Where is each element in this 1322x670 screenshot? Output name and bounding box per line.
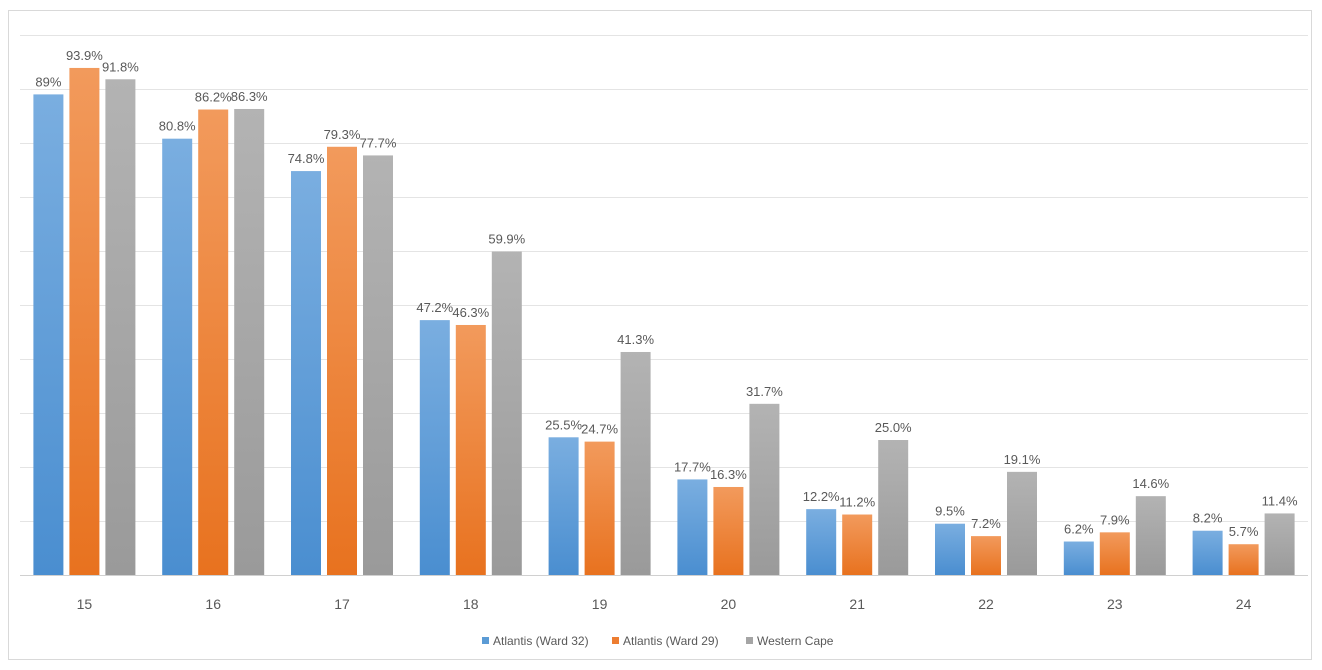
data-label: 24.7% [581, 422, 618, 437]
data-label: 89% [35, 74, 61, 89]
data-label: 41.3% [617, 332, 654, 347]
data-label: 46.3% [452, 305, 489, 320]
bar-22-series-2 [971, 536, 1001, 575]
bar-21-series-1 [806, 509, 837, 575]
data-label: 11.2% [839, 495, 875, 510]
x-tick-label: 16 [205, 596, 221, 612]
bar-17-series-3 [363, 155, 393, 576]
legend-swatch [612, 637, 619, 644]
x-tick-label: 20 [721, 596, 737, 612]
legend-label: Atlantis (Ward 32) [493, 634, 589, 648]
bar-16-series-2 [198, 109, 229, 576]
bar-18-series-2 [455, 324, 486, 575]
legend-swatch [746, 637, 753, 644]
bar-24-series-3 [1264, 513, 1295, 575]
bar-15-series-2 [69, 67, 100, 575]
x-tick-label: 23 [1107, 596, 1123, 612]
data-label: 93.9% [66, 48, 103, 63]
data-label: 79.3% [324, 127, 361, 142]
data-label: 6.2% [1064, 522, 1094, 537]
x-tick-label: 18 [463, 596, 479, 612]
data-label: 25.0% [875, 420, 912, 435]
data-label: 59.9% [488, 232, 525, 247]
bar-22-series-3 [1007, 471, 1037, 575]
data-label: 74.8% [288, 151, 325, 166]
bar-24-series-1 [1192, 530, 1223, 575]
bar-16-series-3 [234, 108, 265, 575]
x-tick-label: 15 [77, 596, 93, 612]
bar-15-series-1 [33, 94, 64, 576]
data-label: 9.5% [935, 504, 965, 519]
legend-label: Atlantis (Ward 29) [623, 634, 719, 648]
data-label: 80.8% [159, 119, 196, 134]
data-label: 86.2% [195, 90, 232, 105]
data-label: 11.4% [1262, 493, 1298, 508]
data-label: 19.1% [1004, 452, 1041, 467]
data-label: 8.2% [1193, 511, 1223, 526]
bar-19-series-2 [584, 441, 615, 575]
data-label: 25.5% [545, 417, 582, 432]
data-label: 91.8% [102, 59, 139, 74]
data-label: 86.3% [231, 89, 268, 104]
data-label: 47.2% [416, 300, 453, 315]
x-tick-label: 19 [592, 596, 608, 612]
x-tick-label: 17 [334, 596, 350, 612]
bar-17-series-2 [327, 146, 357, 575]
x-tick-label: 24 [1236, 596, 1252, 612]
data-label: 7.2% [971, 516, 1001, 531]
data-label: 31.7% [746, 384, 783, 399]
bar-16-series-1 [162, 138, 193, 575]
x-tick-label: 21 [849, 596, 865, 612]
bar-20-series-1 [677, 479, 708, 575]
data-label: 77.7% [360, 135, 397, 150]
bar-22-series-1 [935, 523, 965, 575]
bar-20-series-3 [749, 403, 780, 575]
bar-19-series-1 [548, 437, 579, 575]
bar-17-series-1 [291, 171, 321, 575]
bar-23-series-2 [1099, 532, 1130, 575]
x-axis: 15 16 17 18 19 20 21 22 23 24 [77, 596, 1252, 612]
bar-21-series-2 [842, 514, 873, 575]
data-label: 5.7% [1229, 524, 1259, 539]
legend: Atlantis (Ward 32) Atlantis (Ward 29) West… [482, 634, 834, 648]
bar-21-series-3 [878, 440, 909, 575]
data-label: 12.2% [803, 489, 840, 504]
legend-swatch [482, 637, 489, 644]
data-label: 16.3% [710, 467, 747, 482]
x-tick-label: 22 [978, 596, 994, 612]
bar-18-series-3 [491, 251, 522, 576]
data-labels: 89% 93.9%91.8% 80.8% 86.2% 86.3% 74.8% 79.3%77… [35, 48, 1298, 539]
bar-24-series-2 [1228, 544, 1259, 575]
data-label: 17.7% [674, 459, 711, 474]
bar-18-series-1 [419, 320, 450, 575]
bar-20-series-2 [713, 486, 744, 575]
bar-23-series-1 [1063, 541, 1094, 575]
bar-23-series-3 [1135, 496, 1166, 575]
data-label: 7.9% [1100, 512, 1130, 527]
data-label: 14.6% [1132, 476, 1169, 491]
legend-label: Western Cape [757, 634, 834, 648]
bar-15-series-3 [105, 79, 136, 575]
bars [33, 67, 1295, 576]
bar-19-series-3 [620, 351, 651, 575]
